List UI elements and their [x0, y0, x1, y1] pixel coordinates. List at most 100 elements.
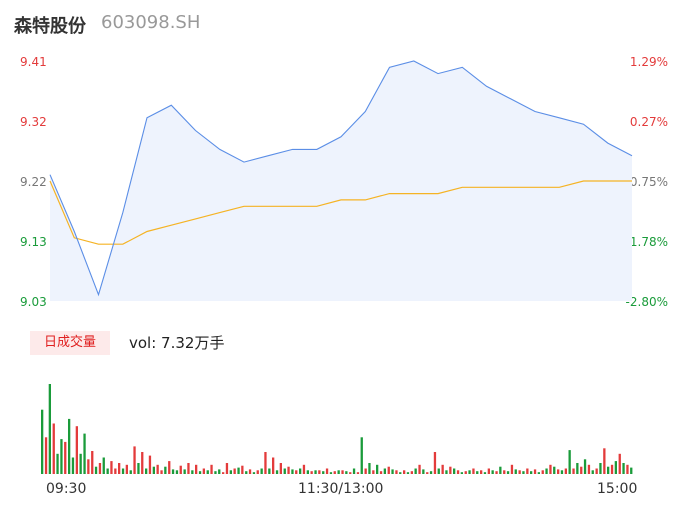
- x-tick-close: 15:00: [597, 481, 638, 497]
- volume-bar: [364, 468, 367, 474]
- volume-bar: [487, 468, 490, 474]
- volume-bar: [429, 471, 433, 474]
- volume-bar: [210, 464, 213, 474]
- volume-bar: [503, 470, 506, 474]
- volume-bar: [583, 459, 587, 474]
- y-tick-left-2: 9.22: [20, 175, 47, 189]
- volume-bar: [325, 468, 329, 474]
- volume-bar: [607, 466, 610, 474]
- volume-bar: [383, 468, 386, 474]
- volume-bar: [387, 466, 390, 474]
- volume-bar: [145, 468, 148, 474]
- volume-bar: [310, 471, 313, 474]
- volume-bar: [630, 467, 633, 474]
- volume-bar: [264, 452, 267, 474]
- volume-bar: [302, 464, 306, 474]
- y-tick-right-3: -1.78%: [625, 235, 668, 249]
- volume-bar: [410, 471, 413, 474]
- volume-bar: [114, 468, 117, 474]
- volume-bar: [283, 468, 286, 474]
- volume-bar: [71, 457, 75, 474]
- volume-bar: [376, 464, 379, 474]
- volume-bar: [441, 464, 444, 474]
- volume-bar: [191, 470, 194, 474]
- volume-bar: [530, 471, 533, 474]
- y-tick-right-2: -0.75%: [625, 175, 668, 189]
- volume-bar: [418, 464, 421, 474]
- volume-bar: [202, 468, 205, 474]
- volume-bar: [168, 461, 171, 474]
- volume-bar: [491, 470, 494, 474]
- volume-bar: [545, 468, 548, 474]
- volume-bar: [171, 469, 175, 474]
- volume-bar: [580, 466, 583, 474]
- y-tick-left-1: 9.32: [20, 115, 47, 129]
- volume-bar: [187, 463, 190, 474]
- volume-bar: [576, 463, 579, 474]
- volume-bar: [595, 468, 598, 474]
- volume-bar: [222, 472, 225, 474]
- volume-bar: [337, 470, 340, 474]
- volume-bar: [506, 471, 510, 474]
- volume-bar: [622, 463, 625, 474]
- volume-bar: [83, 433, 86, 474]
- y-tick-right-0: 1.29%: [629, 55, 668, 69]
- volume-bar: [557, 469, 560, 474]
- volume-bar: [268, 468, 271, 474]
- volume-bar: [279, 463, 282, 474]
- volume-bar: [314, 470, 317, 474]
- volume-bar: [198, 471, 202, 474]
- volume-bar: [233, 468, 236, 474]
- volume-bar: [379, 471, 383, 474]
- volume-bar: [495, 471, 498, 474]
- volume-bar: [476, 471, 479, 474]
- volume-bar: [214, 471, 217, 474]
- volume-bar: [537, 472, 540, 474]
- volume-bar: [572, 468, 575, 474]
- volume-bar: [156, 464, 159, 474]
- volume-bar: [472, 468, 475, 474]
- volume-bar: [499, 466, 502, 474]
- volume-bar: [245, 471, 248, 474]
- volume-bar: [164, 466, 167, 474]
- volume-bar: [68, 418, 71, 474]
- volume-bar: [110, 461, 113, 474]
- volume-bar: [403, 470, 406, 474]
- volume-bar: [341, 470, 344, 474]
- volume-bar: [406, 472, 410, 474]
- volume-bar: [333, 471, 336, 474]
- volume-bar: [449, 466, 452, 474]
- y-tick-right-4: -2.80%: [625, 295, 668, 309]
- price-line: [49, 60, 633, 297]
- volume-bar: [229, 470, 232, 474]
- volume-total: vol: 7.32万手: [129, 334, 225, 352]
- volume-bar: [64, 441, 67, 474]
- volume-bar: [160, 470, 163, 474]
- x-tick-open: 09:30: [46, 481, 87, 497]
- volume-bar: [56, 453, 59, 474]
- stock-code: 603098.SH: [101, 12, 201, 33]
- volume-bar: [514, 469, 517, 474]
- volume-bar: [152, 466, 155, 474]
- volume-bar: [183, 469, 186, 474]
- volume-bar: [322, 471, 325, 474]
- volume-bar: [252, 472, 256, 474]
- volume-bar: [98, 463, 102, 474]
- volume-bar: [453, 468, 456, 474]
- volume-bar: [468, 470, 471, 474]
- volume-bar: [603, 448, 606, 474]
- volume-bar: [426, 472, 429, 474]
- volume-bar: [225, 463, 229, 474]
- volume-bar: [414, 468, 417, 474]
- stock-name: 森特股份: [14, 16, 86, 37]
- volume-bar: [614, 461, 617, 474]
- volume-bar: [568, 450, 571, 474]
- volume-bar: [241, 465, 244, 474]
- volume-bar: [295, 470, 298, 474]
- volume-bar: [237, 467, 240, 474]
- volume-bar: [372, 470, 375, 474]
- volume-bar: [291, 469, 294, 474]
- volume-bar: [287, 466, 290, 474]
- volume-bar: [560, 470, 564, 474]
